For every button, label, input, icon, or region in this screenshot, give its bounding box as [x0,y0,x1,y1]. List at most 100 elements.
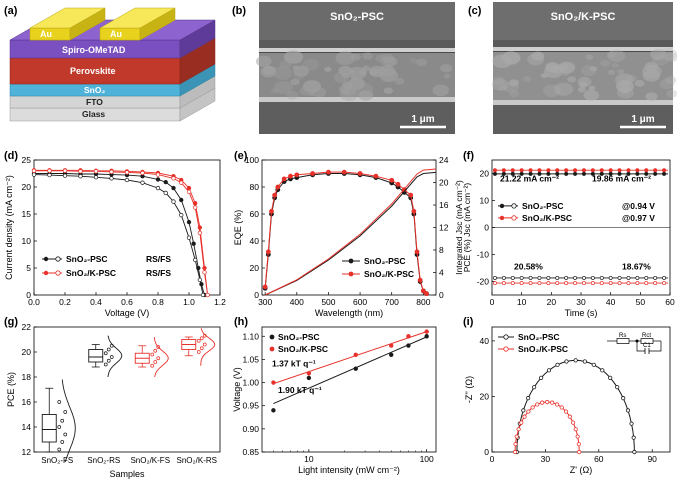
series-line [34,170,209,296]
grain [378,65,396,77]
grain [580,65,597,77]
data-point [186,189,192,195]
x-tick-label: SnO₂/K-FS [130,456,170,465]
y2-tick-label: 16 [439,200,449,210]
data-point [93,169,99,174]
x-tick-label: 60 [665,297,675,307]
y-axis-label: -Z'' (Ω) [464,376,474,403]
data-point [140,170,145,176]
layer-glass-label: Glass [82,109,105,119]
y-tick-label: 0 [26,290,31,300]
chart-d: 0.0 0.2 0.4 0.6 0.8 1.0 1.2 0 5 10 15 20 25 Voltage (… [4,155,226,318]
data-point [513,449,518,455]
x-tick-label: SnO₂-FS [41,456,73,465]
data-point [179,197,184,203]
grain [666,89,677,98]
data-point [582,359,587,364]
data-point [644,275,649,280]
data-point [265,249,271,255]
x-tick-label: 100 [420,454,434,464]
x-axis-label: Z' (Ω) [570,465,592,475]
legend-marker [348,258,354,264]
y-tick-label: 25 [22,155,32,165]
data-point [493,171,497,176]
y-tick-label: 0.90 [242,424,259,434]
y-tick-label: -20 [477,277,490,287]
data-point [600,368,605,373]
data-point [662,168,667,173]
distribution-curve [107,335,123,378]
legend-marker [43,270,49,276]
x-tick-label: 0.2 [59,297,71,307]
layer-au-label-1: Au [40,29,52,39]
data-point [555,168,560,173]
x-tick-label: 400 [290,297,304,307]
grain [375,54,388,63]
y-axis-label: PCE (%) Jsc (mA cm⁻²) [462,183,472,273]
grain [544,64,563,78]
data-point [621,396,626,401]
x-tick-label: 20 [547,297,557,307]
legend-label: SnO₂/K-PSC [66,268,116,278]
grain [308,92,315,97]
grain [634,79,645,87]
data-point [539,375,544,380]
grain [270,88,278,94]
grain [324,66,332,72]
grain [617,86,634,99]
circuit-label: Rct [642,333,651,339]
x-tick-label: 90 [647,454,657,464]
y2-axis-label: Integrated Jsc (mA cm⁻²) [454,180,464,275]
data-point [535,402,540,407]
grain [491,78,509,91]
grain [335,51,356,65]
data-point [103,362,108,367]
data-point [179,212,184,218]
data-point [171,199,176,204]
y-tick-label: 40 [250,236,260,246]
data-point [193,257,198,263]
grain [607,69,616,75]
data-point [109,176,114,181]
grain [262,65,276,75]
data-point [271,380,276,385]
data-point [576,442,581,447]
grain [545,62,560,73]
panel-i-label: (i) [463,316,474,328]
grain [492,54,513,69]
data-point [626,281,631,286]
data-point [617,275,622,280]
grain [416,58,428,67]
data-point [306,371,312,376]
data-point [591,362,596,367]
y-tick-label: 20 [22,347,32,357]
data-point [537,281,542,286]
legend-tag: RS/FS [146,254,171,264]
data-point [546,168,551,173]
data-point [57,447,62,452]
chart-i: 0 30 60 90 0 20 40 Z' (Ω) -Z'' (Ω) SnO₂-PSC SnO₂/K… [464,326,671,475]
data-point [140,180,145,185]
data-point [577,449,582,455]
y-axis-label: Voltage (V) [232,367,242,412]
data-point [546,281,551,286]
data-point [510,171,515,176]
series-line [34,173,205,296]
x-tick-label: 30 [541,454,551,464]
data-point [528,171,533,176]
data-point [532,385,537,390]
legend-label: SnO₂/K-PSC [278,344,328,354]
data-point [62,173,68,178]
scale-bar-c-label: 1 μm [631,114,654,125]
data-point [417,277,423,283]
panel-h-label: (h) [234,316,248,328]
data-point [271,408,276,413]
data-point [522,414,527,419]
grain [303,80,321,93]
grain [611,62,619,68]
data-point [78,169,83,174]
data-point [625,408,631,413]
data-point [78,174,83,179]
data-point [573,358,578,363]
grain [645,92,658,101]
